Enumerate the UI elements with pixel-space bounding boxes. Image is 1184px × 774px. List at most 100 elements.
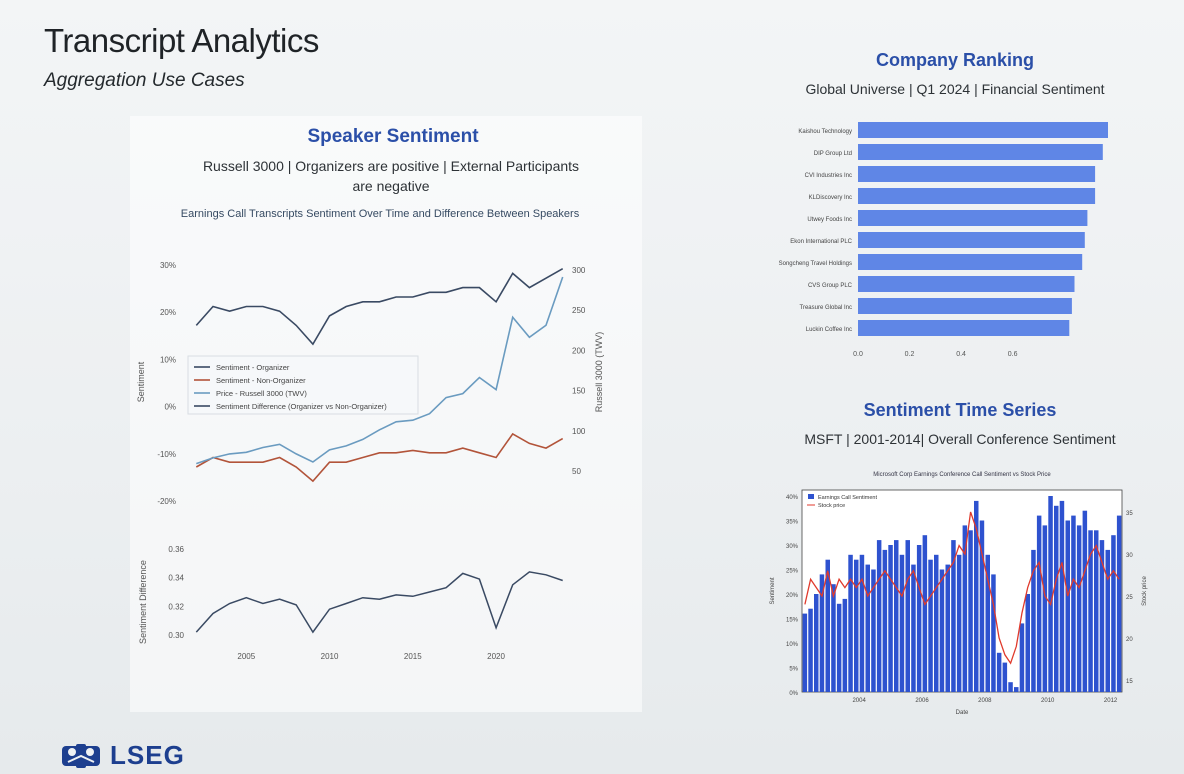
- ranking-bar-label: Ekon International PLC: [790, 239, 852, 245]
- y-tick-label: 30%: [786, 544, 799, 550]
- legend-label: Sentiment - Non-Organizer: [216, 376, 306, 385]
- y-tick-label: 0.36: [168, 545, 184, 554]
- sentiment-bar: [905, 540, 910, 692]
- sentiment-bar: [1088, 530, 1093, 692]
- speaker-sentiment-heading: Speaker Sentiment: [307, 126, 479, 147]
- y-tick-label: 0.34: [168, 574, 184, 583]
- sentiment-bar: [882, 549, 888, 692]
- sentiment-bar: [1099, 540, 1105, 692]
- speaker-sentiment-chart: 30% 20% 10% 0% -10% -20% 300 250 200 150 100 50 Sent…: [136, 261, 604, 506]
- ranking-bar-label: Treasure Global Inc: [800, 305, 852, 311]
- ranking-bar: [858, 166, 1096, 182]
- sentiment-bar: [911, 564, 916, 692]
- legend-label: Sentiment - Organizer: [216, 363, 290, 372]
- sentiment-bar: [1042, 525, 1048, 692]
- sentiment-time-series-heading: Sentiment Time Series: [863, 400, 1057, 420]
- sentiment-bar: [974, 500, 979, 692]
- y-axis-label: Sentiment: [136, 361, 146, 402]
- sentiment-bar: [842, 598, 848, 692]
- x-tick-label: 0.0: [853, 351, 863, 358]
- ranking-bar-label: Luckin Coffee Inc: [806, 327, 852, 333]
- sentiment-bar: [916, 545, 922, 692]
- x-tick-label: 0.4: [956, 351, 966, 358]
- company-ranking-heading: Company Ranking: [875, 50, 1035, 70]
- sentiment-bar: [1105, 549, 1110, 692]
- sentiment-bar: [1048, 496, 1053, 692]
- sentiment-bar: [1082, 510, 1088, 692]
- y-tick-label: 15%: [786, 618, 799, 624]
- y2-tick-label: 20: [1126, 637, 1133, 643]
- y2-axis-label: Stock price: [1142, 576, 1148, 606]
- non-organizer-sentiment-line: [195, 432, 564, 483]
- y2-tick-label: 50: [572, 467, 581, 476]
- y-tick-label: 40%: [786, 495, 799, 501]
- sentiment-bar: [865, 564, 870, 692]
- x-tick-label: 2006: [915, 698, 929, 704]
- ranking-bar: [858, 232, 1085, 248]
- sentiment-bar: [836, 603, 842, 692]
- sentiment-difference-chart: 0.36 0.34 0.32 0.30 2005 2010 2015 2020 Sentimen…: [138, 545, 563, 661]
- sentiment-bar: [871, 569, 876, 692]
- y2-tick-label: 15: [1126, 679, 1133, 685]
- sentiment-bar: [979, 520, 985, 692]
- sentiment-bar: [1036, 515, 1042, 692]
- y-tick-label: 0%: [789, 691, 798, 697]
- x-tick-label: 2020: [487, 652, 505, 661]
- sentiment-bar: [1019, 623, 1025, 692]
- x-tick-label: 0.2: [905, 351, 915, 358]
- x-tick-label: 2008: [978, 698, 992, 704]
- legend-swatch: [808, 494, 814, 499]
- y-tick-label: 20%: [160, 308, 176, 317]
- sentiment-bar: [831, 584, 836, 692]
- ranking-bar-label: CVI Industries Inc: [805, 173, 852, 179]
- y-tick-label: 10%: [160, 355, 176, 364]
- legend-label: Earnings Call Sentiment: [818, 495, 877, 501]
- sentiment-bar: [876, 540, 882, 692]
- legend-label: Price - Russell 3000 (TWV): [216, 389, 307, 398]
- speaker-sentiment-chart-title: Earnings Call Transcripts Sentiment Over…: [180, 208, 580, 220]
- x-tick-label: 2010: [321, 652, 339, 661]
- sentiment-bar: [899, 554, 905, 692]
- sentiment-bar: [1059, 500, 1065, 692]
- sentiment-bar: [962, 525, 968, 692]
- x-tick-label: 2012: [1104, 698, 1118, 704]
- sentiment-bar: [1002, 662, 1008, 692]
- y2-tick-label: 30: [1126, 553, 1133, 559]
- x-tick-label: 2004: [852, 698, 866, 704]
- sentiment-bar: [854, 559, 859, 692]
- x-tick-label: 2015: [404, 652, 422, 661]
- x-tick-label: 0.6: [1008, 351, 1018, 358]
- sentiment-bar: [991, 574, 996, 692]
- y2-tick-label: 35: [1126, 511, 1133, 517]
- y2-tick-label: 300: [572, 266, 586, 275]
- sentiment-bar: [1111, 535, 1116, 692]
- x-axis-label: Date: [956, 710, 969, 716]
- y-tick-label: -10%: [157, 450, 176, 459]
- sentiment-bar: [939, 569, 945, 692]
- sentiment-bar: [1031, 549, 1036, 692]
- ranking-bar-label: CVS Group PLC: [808, 283, 853, 289]
- sentiment-bar: [1094, 530, 1099, 692]
- sentiment-bar: [956, 554, 962, 692]
- sentiment-bar: [1025, 594, 1030, 692]
- ranking-bar: [858, 144, 1103, 160]
- ranking-bar: [858, 276, 1075, 292]
- slide-subtitle: Aggregation Use Cases: [44, 70, 245, 91]
- sentiment-bar: [894, 540, 899, 692]
- sentiment-bar: [888, 545, 893, 692]
- msft-sentiment-chart: Microsoft Corp Earnings Conference Call …: [770, 472, 1148, 716]
- lseg-logo: LSEG: [58, 738, 185, 772]
- speaker-sentiment-description: Russell 3000 | Organizers are positive |…: [160, 156, 622, 196]
- x-tick-label: 2010: [1041, 698, 1055, 704]
- sentiment-bar: [1065, 520, 1070, 692]
- sentiment-bar: [928, 559, 933, 692]
- y2-axis-label: Russell 3000 (TWV): [594, 332, 604, 413]
- organizer-sentiment-line: [195, 268, 564, 346]
- sentiment-time-series-description: MSFT | 2001-2014| Overall Conference Sen…: [804, 431, 1116, 447]
- sentiment-bar: [996, 652, 1002, 692]
- sentiment-bar: [808, 608, 813, 692]
- sentiment-bar: [1116, 515, 1122, 692]
- sentiment-bar: [934, 554, 939, 692]
- sentiment-bar: [825, 559, 830, 692]
